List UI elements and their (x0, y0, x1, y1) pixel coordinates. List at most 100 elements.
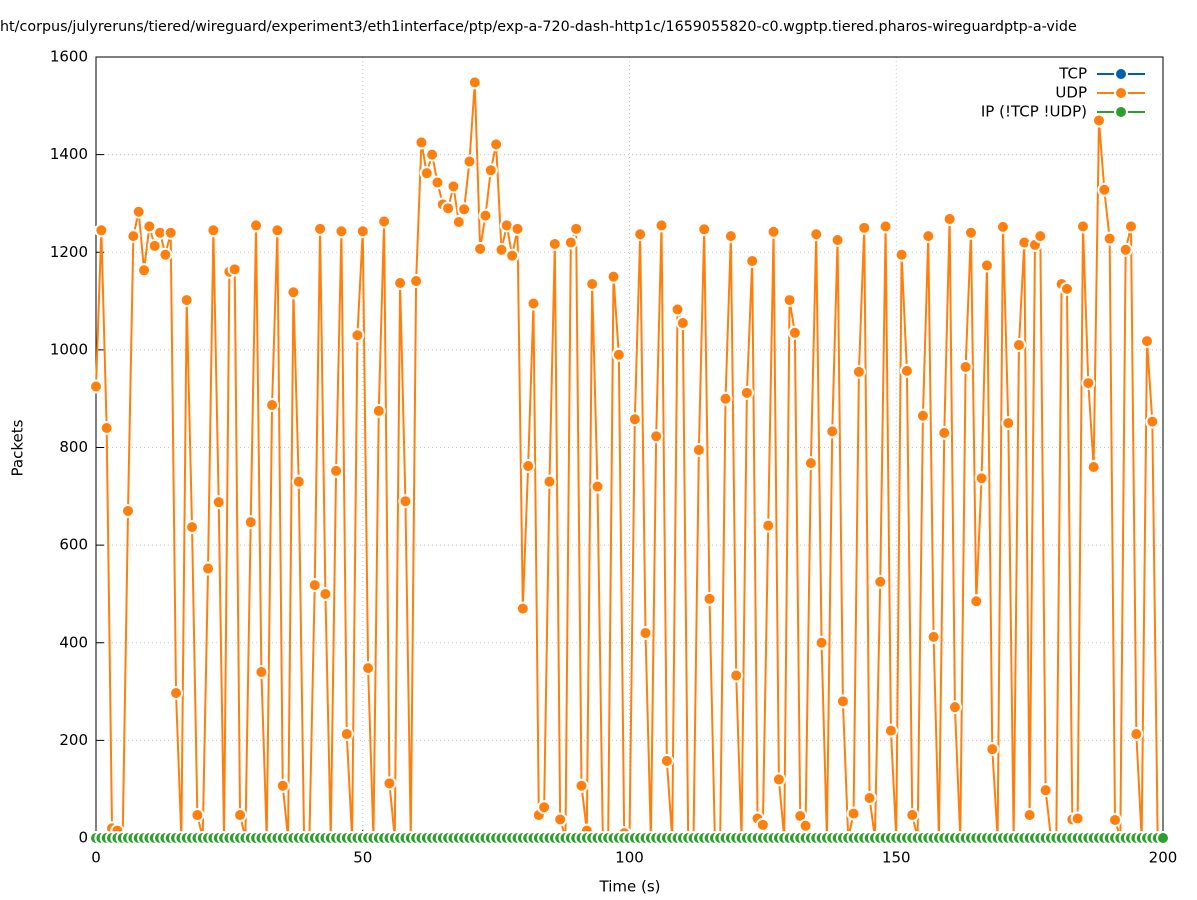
data-point (1033, 229, 1048, 244)
legend-label: TCP (1058, 65, 1087, 83)
data-point (190, 808, 205, 823)
data-point (505, 248, 520, 263)
data-point (1001, 416, 1016, 431)
chart-title: ht/corpus/julyreruns/tiered/wireguard/ex… (0, 19, 1077, 35)
x-tick-label: 150 (882, 849, 911, 867)
y-tick-label: 600 (59, 536, 88, 554)
data-point (1075, 219, 1090, 234)
data-point (937, 425, 952, 440)
data-point (249, 218, 264, 233)
data-point (462, 154, 477, 169)
data-point (473, 241, 488, 256)
data-point (878, 219, 893, 234)
y-axis-label: Packets (9, 419, 27, 476)
data-point (318, 586, 333, 601)
y-tick-label: 1400 (50, 145, 88, 163)
data-point (995, 219, 1010, 234)
data-point (158, 247, 173, 262)
data-point (425, 147, 440, 162)
x-tick-label: 0 (91, 849, 101, 867)
data-point (958, 359, 973, 374)
data-point (547, 236, 562, 251)
data-point (697, 222, 712, 237)
data-point (121, 503, 136, 518)
data-point (718, 391, 733, 406)
data-point (1070, 811, 1085, 826)
data-point (350, 328, 365, 343)
data-point (654, 218, 669, 233)
data-point (521, 459, 536, 474)
data-point (206, 223, 221, 238)
data-point (761, 518, 776, 533)
data-point (803, 456, 818, 471)
data-point (446, 179, 461, 194)
data-point (905, 808, 920, 823)
data-point (755, 817, 770, 832)
legend-label: IP (!TCP !UDP) (981, 103, 1087, 121)
data-point (1123, 219, 1138, 234)
data-point (291, 474, 306, 489)
data-point (633, 227, 648, 242)
data-point (329, 463, 344, 478)
data-point (974, 471, 989, 486)
data-point (590, 479, 605, 494)
data-point (947, 700, 962, 715)
data-point (942, 212, 957, 227)
data-point (830, 233, 845, 248)
data-point (670, 302, 685, 317)
data-point (969, 594, 984, 609)
data-point (457, 202, 472, 217)
data-point (185, 520, 200, 535)
data-point (430, 175, 445, 190)
y-tick-label: 1000 (50, 340, 88, 358)
data-point (467, 75, 482, 90)
data-point (1139, 334, 1154, 349)
data-point (638, 625, 653, 640)
data-point (233, 808, 248, 823)
data-point (926, 629, 941, 644)
legend-marker (1114, 105, 1128, 119)
data-point (371, 403, 386, 418)
data-point (1081, 376, 1096, 391)
data-point (414, 135, 429, 150)
data-point (1118, 242, 1133, 257)
data-point (537, 800, 552, 815)
data-point (1107, 812, 1122, 827)
data-point (835, 694, 850, 709)
data-point (798, 818, 813, 833)
data-point (1086, 460, 1101, 475)
data-point (659, 753, 674, 768)
data-point (862, 790, 877, 805)
data-point (243, 515, 258, 530)
data-point (729, 668, 744, 683)
data-point (89, 379, 103, 394)
data-point (126, 229, 141, 244)
data-point (307, 578, 322, 593)
data-point (542, 474, 557, 489)
data-point (723, 229, 738, 244)
data-point (419, 166, 434, 181)
data-point (377, 214, 392, 229)
data-point (894, 247, 909, 262)
data-point (585, 276, 600, 291)
y-tick-label: 1200 (50, 243, 88, 261)
data-point (201, 561, 216, 576)
data-point (809, 227, 824, 242)
data-point (771, 772, 786, 787)
data-point (825, 424, 840, 439)
data-point (915, 408, 930, 423)
data-point (1145, 414, 1160, 429)
data-point (1097, 182, 1112, 197)
data-point (483, 163, 498, 178)
data-point (142, 219, 157, 234)
legend-marker (1114, 67, 1128, 81)
x-tick-label: 200 (1149, 849, 1178, 867)
data-point (265, 398, 280, 413)
data-point (393, 276, 408, 291)
x-axis-label: Time (s) (599, 878, 661, 896)
data-point (99, 420, 114, 435)
data-point (1011, 337, 1026, 352)
data-point (979, 258, 994, 273)
data-point (526, 296, 541, 311)
data-point (814, 635, 829, 650)
